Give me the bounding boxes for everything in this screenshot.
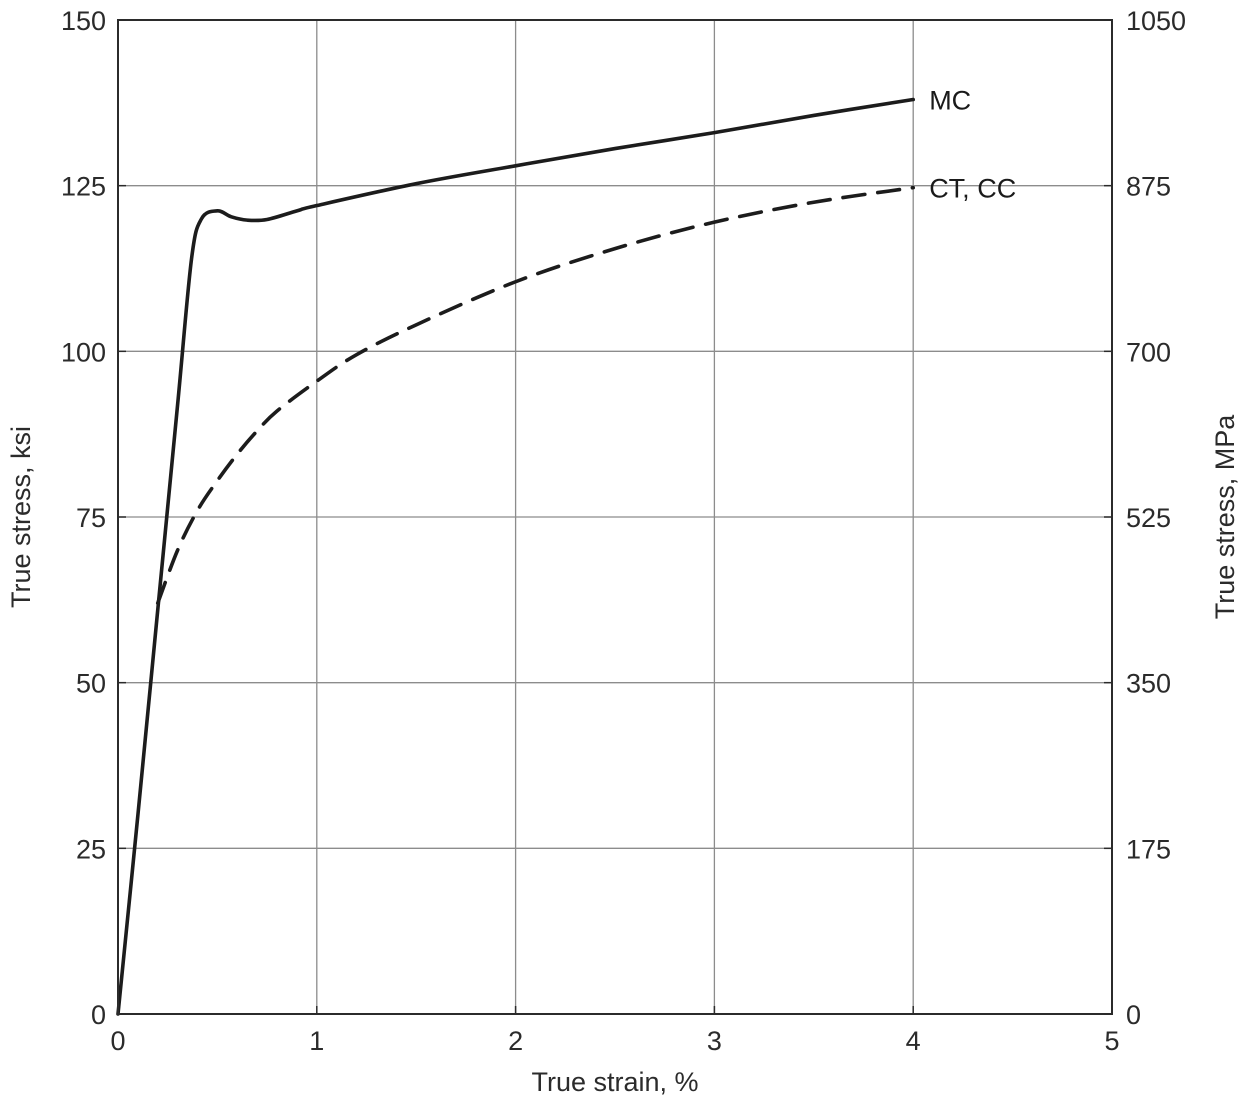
series-label: CT, CC xyxy=(929,174,1016,204)
y-tick-label: 0 xyxy=(91,1000,106,1030)
tick-marks xyxy=(117,19,1113,1015)
x-tick-label: 0 xyxy=(110,1026,125,1056)
y2-tick-label: 525 xyxy=(1126,503,1171,533)
y-tick-label: 125 xyxy=(61,172,106,202)
x-tick-label: 2 xyxy=(508,1026,523,1056)
series-ct-cc-line xyxy=(155,185,915,605)
x-tick-label: 1 xyxy=(309,1026,324,1056)
y2-tick-label: 0 xyxy=(1126,1000,1141,1030)
y-tick-label: 100 xyxy=(61,337,106,367)
x-tick-labels: 0 1 2 3 4 5 xyxy=(110,1026,1119,1056)
y-axis-title: True stress, ksi xyxy=(6,426,36,608)
x-tick-label: 5 xyxy=(1104,1026,1119,1056)
y2-tick-labels: 0 175 350 525 700 875 1050 xyxy=(1126,6,1186,1030)
y2-tick-label: 700 xyxy=(1126,337,1171,367)
y-tick-label: 75 xyxy=(76,503,106,533)
y2-tick-label: 350 xyxy=(1126,669,1171,699)
y2-axis-title: True stress, MPa xyxy=(1210,414,1240,620)
grid xyxy=(118,20,1112,1014)
x-tick-label: 4 xyxy=(906,1026,921,1056)
x-axis-title: True strain, % xyxy=(531,1067,698,1097)
series-labels: MC CT, CC xyxy=(929,86,1016,204)
series-lines xyxy=(116,97,915,1016)
y-tick-label: 50 xyxy=(76,669,106,699)
y2-tick-label: 875 xyxy=(1126,172,1171,202)
y-tick-label: 150 xyxy=(61,6,106,36)
y2-tick-label: 175 xyxy=(1126,834,1171,864)
series-label: MC xyxy=(929,86,971,116)
y2-tick-label: 1050 xyxy=(1126,6,1186,36)
x-tick-label: 3 xyxy=(707,1026,722,1056)
y-tick-labels: 0 25 50 75 100 125 150 xyxy=(61,6,106,1030)
y-tick-label: 25 xyxy=(76,834,106,864)
